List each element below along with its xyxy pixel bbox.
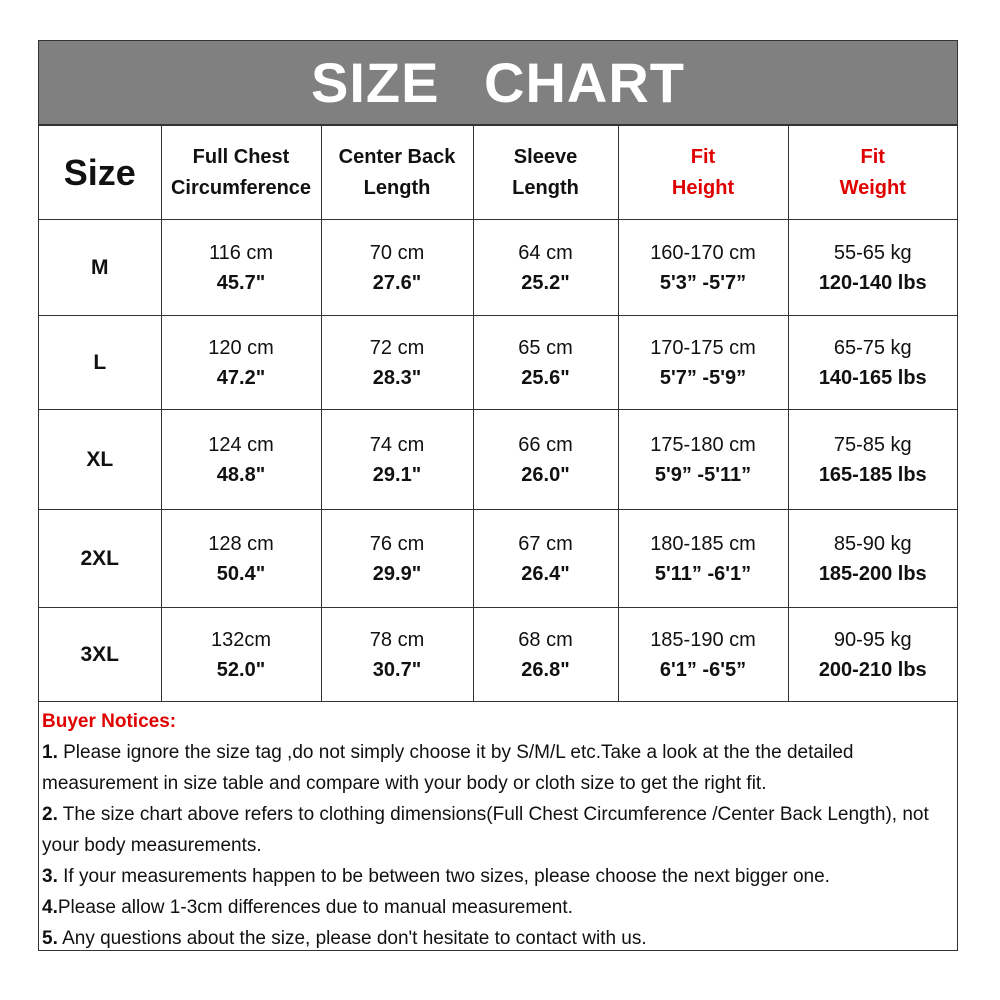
chest-cell: 120 cm 47.2" (160, 315, 322, 410)
back-cell: 74 cm 29.1" (320, 409, 474, 510)
size-cell: 3XL (39, 607, 162, 702)
height-cell: 175-180 cm 5'9” -5'11” (617, 409, 789, 510)
buyer-notices: Buyer Notices: 1. Please ignore the size… (39, 702, 957, 958)
table-row: L 120 cm 47.2" 72 cm 28.3" 65 cm 25.6" 170-175 … (39, 315, 957, 410)
sleeve-cell: 64 cm 25.2" (472, 219, 619, 316)
height-cell: 180-185 cm 5'11” -6'1” (617, 509, 789, 608)
height-cell: 170-175 cm 5'7” -5'9” (617, 315, 789, 410)
header-size: Size (39, 125, 162, 220)
back-cell: 78 cm 30.7" (320, 607, 474, 702)
chest-cell: 128 cm 50.4" (160, 509, 322, 608)
height-cell: 160-170 cm 5'3” -5'7” (617, 219, 789, 316)
notice-item: 5. Any questions about the size, please … (42, 928, 647, 949)
table-row: 2XL 128 cm 50.4" 76 cm 29.9" 67 cm 26.4" 180-18… (39, 509, 957, 608)
weight-cell: 90-95 kg 200-210 lbs (787, 607, 957, 702)
table-row: M 116 cm 45.7" 70 cm 27.6" 64 cm 25.2" 160-170 … (39, 219, 957, 316)
size-cell: 2XL (39, 509, 162, 608)
weight-cell: 55-65 kg 120-140 lbs (787, 219, 957, 316)
size-cell: M (39, 219, 162, 316)
table-row: XL 124 cm 48.8" 74 cm 29.1" 66 cm 26.0" 175-180… (39, 409, 957, 510)
back-cell: 76 cm 29.9" (320, 509, 474, 608)
size-cell: XL (39, 409, 162, 510)
size-chart: SIZE CHART Size Full Chest Circumference … (38, 40, 958, 951)
header-row: Size Full Chest Circumference Center Back… (39, 125, 957, 220)
notice-item: 3. If your measurements happen to be bet… (42, 866, 830, 887)
sleeve-cell: 67 cm 26.4" (472, 509, 619, 608)
sleeve-cell: 65 cm 25.6" (472, 315, 619, 410)
weight-cell: 65-75 kg 140-165 lbs (787, 315, 957, 410)
header-sleeve: Sleeve Length (472, 125, 619, 220)
sleeve-cell: 66 cm 26.0" (472, 409, 619, 510)
back-cell: 70 cm 27.6" (320, 219, 474, 316)
back-cell: 72 cm 28.3" (320, 315, 474, 410)
chest-cell: 124 cm 48.8" (160, 409, 322, 510)
size-table: Size Full Chest Circumference Center Back… (39, 125, 957, 702)
header-back-length: Center Back Length (320, 125, 474, 220)
weight-cell: 75-85 kg 165-185 lbs (787, 409, 957, 510)
header-fit-weight: Fit Weight (787, 125, 957, 220)
notice-item: 2. The size chart above refers to clothi… (42, 804, 929, 856)
size-cell: L (39, 315, 162, 410)
notice-item: 1. Please ignore the size tag ,do not si… (42, 742, 854, 794)
header-fit-height: Fit Height (617, 125, 789, 220)
height-cell: 185-190 cm 6'1” -6'5” (617, 607, 789, 702)
table-row: 3XL 132cm 52.0" 78 cm 30.7" 68 cm 26.8" 185-190… (39, 607, 957, 702)
chest-cell: 132cm 52.0" (160, 607, 322, 702)
weight-cell: 85-90 kg 185-200 lbs (787, 509, 957, 608)
chest-cell: 116 cm 45.7" (160, 219, 322, 316)
notices-title: Buyer Notices: (42, 711, 177, 732)
sleeve-cell: 68 cm 26.8" (472, 607, 619, 702)
header-chest: Full Chest Circumference (160, 125, 322, 220)
notice-item: 4.Please allow 1-3cm differences due to … (42, 897, 573, 918)
chart-title: SIZE CHART (39, 41, 957, 125)
